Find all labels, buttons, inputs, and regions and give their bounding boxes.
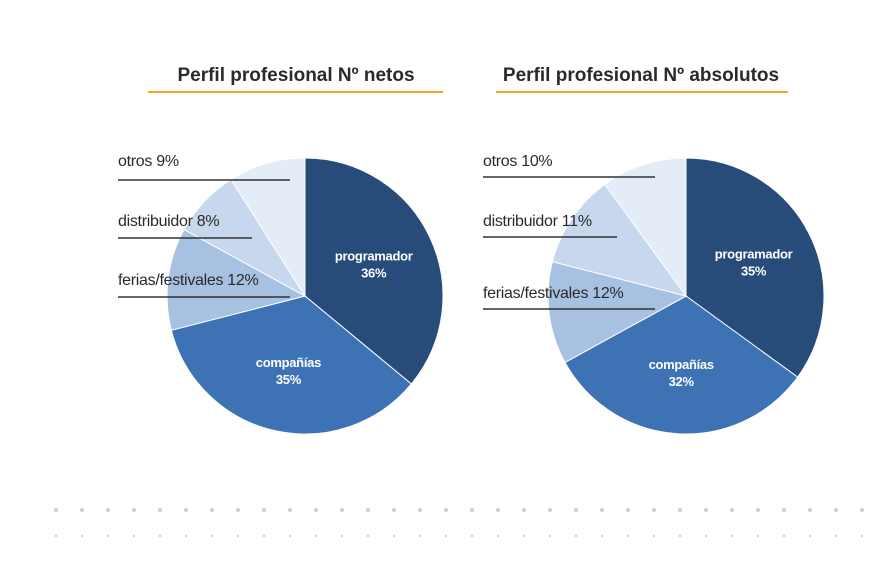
callout-ferias: ferias/festivales 12% — [483, 285, 624, 302]
callout-distribuidor: distribuidor 11% — [483, 213, 592, 230]
divider-dot — [730, 508, 734, 512]
divider-dot — [444, 508, 448, 512]
divider-dot — [496, 534, 500, 538]
divider-dot — [574, 508, 578, 512]
divider-dot — [288, 534, 292, 538]
divider-dot — [652, 534, 656, 538]
callout-otros: otros 10% — [483, 153, 552, 170]
divider-dot — [756, 508, 760, 512]
pie-slice-ferias-festivales — [166, 228, 307, 331]
pie-slice-compa-as — [170, 295, 413, 435]
divider-dot — [470, 534, 474, 538]
divider-dot — [80, 508, 84, 512]
dotted-divider — [54, 508, 864, 538]
divider-dot — [522, 508, 526, 512]
divider-dot — [158, 534, 162, 538]
slice-label-compa--as: compañías — [649, 357, 714, 372]
divider-dot — [210, 534, 214, 538]
divider-dot — [236, 508, 240, 512]
divider-dot — [262, 534, 266, 538]
divider-dot — [184, 534, 188, 538]
divider-dot — [678, 534, 682, 538]
divider-dot — [652, 508, 656, 512]
divider-dot — [132, 534, 136, 538]
divider-dot — [158, 508, 162, 512]
divider-dot — [834, 508, 838, 512]
chart-netos-title: Perfil profesional Nº netos — [177, 65, 414, 86]
chart-absolutos: Perfil profesional Nº absolutos programa… — [483, 65, 825, 435]
callout-ferias: ferias/festivales 12% — [118, 272, 259, 289]
divider-dot — [548, 508, 552, 512]
divider-dot — [366, 508, 370, 512]
pie-slice-otros — [604, 157, 687, 298]
divider-dot — [340, 508, 344, 512]
divider-dot — [548, 534, 552, 538]
divider-dot — [418, 534, 422, 538]
pie-slice-distribuidor — [551, 183, 688, 297]
divider-dot — [444, 534, 448, 538]
divider-dot — [184, 508, 188, 512]
divider-dot — [860, 534, 864, 538]
pie-slice-compa-as — [564, 295, 799, 435]
divider-dot — [392, 508, 396, 512]
divider-dot — [860, 508, 864, 512]
divider-dot — [782, 508, 786, 512]
pie-slice-programador — [304, 157, 444, 385]
divider-dot — [470, 508, 474, 512]
divider-dot — [574, 534, 578, 538]
divider-dot — [626, 534, 630, 538]
divider-dot — [314, 534, 318, 538]
divider-dot — [236, 534, 240, 538]
divider-dot — [756, 534, 760, 538]
divider-dot — [314, 508, 318, 512]
slice-value-compa--as: 32% — [669, 374, 695, 389]
divider-dot — [106, 534, 110, 538]
divider-dot — [704, 508, 708, 512]
chart-absolutos-pie: programador 35% compañías 32% — [547, 157, 825, 435]
slice-value-programador: 36% — [361, 266, 387, 281]
slice-label-programador: programador — [715, 247, 793, 262]
divider-dot — [626, 508, 630, 512]
chart-absolutos-title: Perfil profesional Nº absolutos — [503, 65, 779, 86]
slice-label-programador: programador — [335, 249, 413, 264]
chart-netos: Perfil profesional Nº netos programador 3… — [118, 65, 444, 435]
pie-slice-ferias-festivales — [547, 261, 688, 364]
divider-dot — [522, 534, 526, 538]
slice-label-compa--as: compañías — [256, 355, 321, 370]
divider-dot — [132, 508, 136, 512]
divider-dot — [54, 508, 58, 512]
divider-dot — [262, 508, 266, 512]
slice-value-programador: 35% — [741, 264, 767, 279]
divider-dot — [496, 508, 500, 512]
slice-value-compa--as: 35% — [276, 372, 302, 387]
divider-dot — [340, 534, 344, 538]
divider-dot — [210, 508, 214, 512]
divider-dot — [808, 534, 812, 538]
divider-dot — [288, 508, 292, 512]
divider-dot — [600, 534, 604, 538]
divider-dot — [704, 534, 708, 538]
callout-otros: otros 9% — [118, 153, 179, 170]
divider-dot — [678, 508, 682, 512]
divider-dot — [418, 508, 422, 512]
divider-dot — [106, 508, 110, 512]
divider-dot — [54, 534, 58, 538]
divider-dot — [366, 534, 370, 538]
divider-dot — [392, 534, 396, 538]
divider-dot — [730, 534, 734, 538]
divider-dot — [600, 508, 604, 512]
chart-netos-pie: programador 36% compañías 35% — [166, 157, 444, 435]
divider-dot — [80, 534, 84, 538]
divider-dot — [808, 508, 812, 512]
divider-dot — [782, 534, 786, 538]
callout-distribuidor: distribuidor 8% — [118, 213, 219, 230]
divider-dot — [834, 534, 838, 538]
pie-slice-programador — [685, 157, 825, 378]
